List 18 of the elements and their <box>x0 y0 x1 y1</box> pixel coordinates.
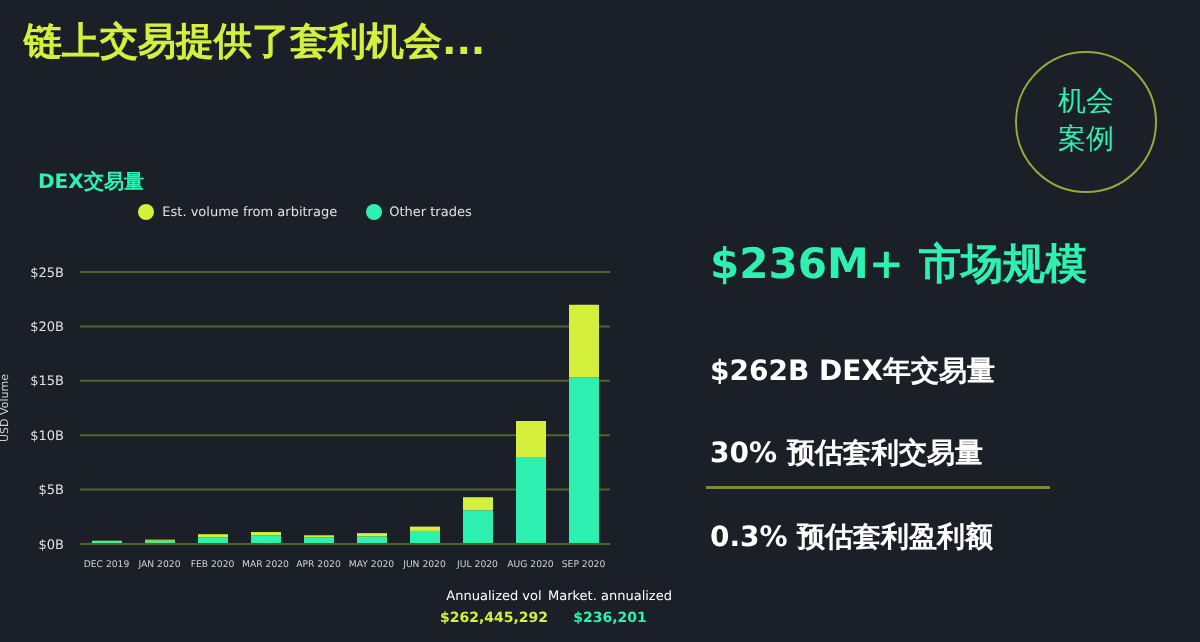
text: 机会案例 <box>1056 84 1116 160</box>
bar <box>198 537 228 544</box>
chart-title: 链上交易提供了套利机会... <box>24 18 486 68</box>
text: 0.3% 预估套利盈利额 <box>710 520 994 556</box>
text: 30% 预估套利交易量 <box>710 436 983 472</box>
bar <box>516 456 546 544</box>
bar <box>516 421 546 457</box>
text: $236M+ 市场规模 <box>710 238 1087 292</box>
bar <box>463 510 493 544</box>
bar <box>251 535 281 544</box>
text: $262B DEX年交易量 <box>710 354 995 390</box>
bar <box>569 377 599 544</box>
bar <box>304 537 334 544</box>
bar <box>410 530 440 544</box>
bar <box>463 497 493 511</box>
chart-subtitle: DEX交易量 <box>38 168 144 196</box>
bar <box>357 536 387 544</box>
bar <box>569 304 599 378</box>
